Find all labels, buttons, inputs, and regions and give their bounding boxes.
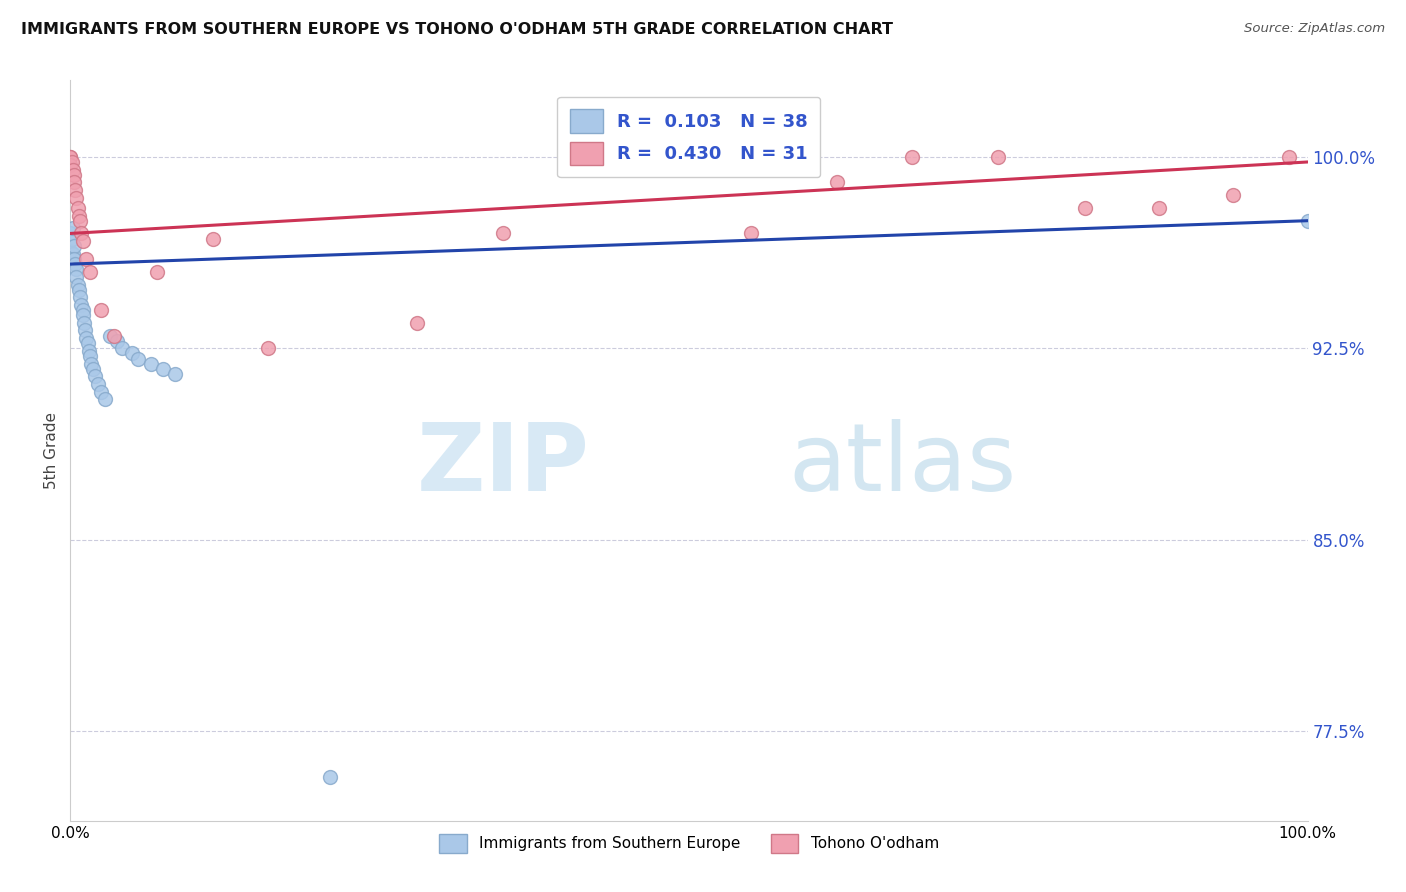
Y-axis label: 5th Grade: 5th Grade <box>44 412 59 489</box>
Legend: Immigrants from Southern Europe, Tohono O'odham: Immigrants from Southern Europe, Tohono … <box>427 822 950 865</box>
Point <box>60 155 83 169</box>
Text: IMMIGRANTS FROM SOUTHERN EUROPE VS TOHONO O'ODHAM 5TH GRADE CORRELATION CHART: IMMIGRANTS FROM SOUTHERN EUROPE VS TOHON… <box>21 22 893 37</box>
Point <box>62 162 84 177</box>
Point <box>66 277 89 292</box>
Point <box>65 183 87 197</box>
Point <box>900 150 922 164</box>
Point <box>67 283 90 297</box>
Point <box>94 392 117 407</box>
Point <box>73 316 96 330</box>
Point <box>62 247 84 261</box>
Point <box>740 227 762 241</box>
Point <box>70 227 93 241</box>
Point <box>1296 213 1319 227</box>
Point <box>103 328 125 343</box>
Point <box>65 262 87 277</box>
Point <box>1074 201 1097 215</box>
Point <box>67 209 90 223</box>
Point <box>405 316 427 330</box>
Point <box>201 231 224 245</box>
Point <box>75 323 97 337</box>
Point <box>69 290 91 304</box>
Point <box>66 201 89 215</box>
Point <box>105 334 128 348</box>
Point <box>121 346 143 360</box>
Point <box>72 303 94 318</box>
Point <box>1147 201 1170 215</box>
Point <box>152 361 174 376</box>
Point <box>165 367 187 381</box>
Point <box>75 331 97 345</box>
Point <box>72 308 94 322</box>
Point <box>1222 188 1244 202</box>
Point <box>63 239 86 253</box>
Point <box>319 770 342 784</box>
Point <box>492 227 515 241</box>
Point <box>1278 150 1301 164</box>
Point <box>59 244 82 259</box>
Point <box>146 265 169 279</box>
Point <box>59 150 82 164</box>
Point <box>82 361 104 376</box>
Point <box>59 150 82 164</box>
Point <box>59 227 82 241</box>
Point <box>79 265 101 279</box>
Point <box>69 213 91 227</box>
Point <box>79 349 101 363</box>
Point <box>63 252 86 266</box>
Point <box>59 157 82 171</box>
Point <box>65 257 87 271</box>
Point <box>65 191 87 205</box>
Point <box>90 384 112 399</box>
Point <box>139 357 162 371</box>
Text: Source: ZipAtlas.com: Source: ZipAtlas.com <box>1244 22 1385 36</box>
Point <box>77 343 100 358</box>
Point <box>63 175 86 189</box>
Point <box>257 342 280 356</box>
Point <box>111 342 134 356</box>
Point <box>60 231 83 245</box>
Point <box>62 221 84 235</box>
Point <box>827 175 849 189</box>
Point <box>84 369 107 384</box>
Point <box>127 351 149 366</box>
Point <box>80 357 103 371</box>
Point <box>65 269 87 284</box>
Point <box>90 303 112 318</box>
Point <box>76 336 98 351</box>
Point <box>70 298 93 312</box>
Text: atlas: atlas <box>787 419 1017 511</box>
Point <box>86 377 108 392</box>
Point <box>75 252 97 266</box>
Point <box>987 150 1010 164</box>
Point <box>98 328 121 343</box>
Point <box>63 168 86 182</box>
Point <box>72 234 94 248</box>
Text: ZIP: ZIP <box>418 419 591 511</box>
